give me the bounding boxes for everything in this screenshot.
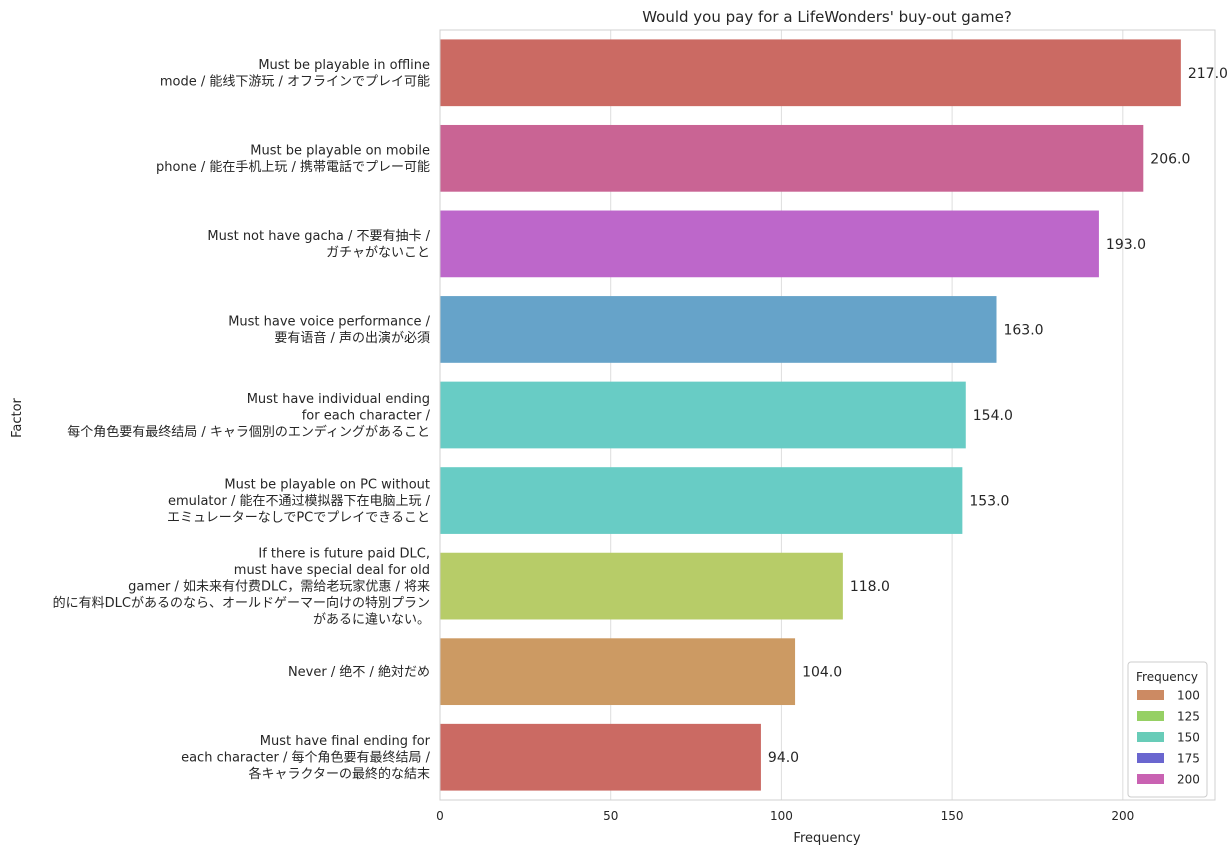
- legend-swatch: [1137, 774, 1164, 784]
- bar: [440, 210, 1099, 278]
- data-label: 154.0: [973, 408, 1013, 424]
- x-tick-label: 50: [603, 809, 618, 823]
- y-tick-label: Must have individual ending for each char…: [67, 392, 430, 440]
- y-tick-label: Must be playable on mobile phone / 能在手机上玩…: [156, 144, 430, 176]
- bar: [440, 381, 966, 449]
- legend-label: 100: [1177, 689, 1200, 703]
- y-tick-label: If there is future paid DLC, must have sp…: [53, 547, 430, 628]
- y-tick-label: Must have final ending for each character…: [181, 734, 431, 782]
- bar: [440, 638, 796, 706]
- legend-label: 175: [1177, 752, 1200, 766]
- bar: [440, 723, 761, 791]
- data-label: 193.0: [1106, 237, 1146, 253]
- data-label: 104.0: [802, 665, 842, 681]
- y-axis-title: Factor: [10, 397, 25, 437]
- labels: 217.0 Must be playable in offline mode / 能…: [53, 58, 1228, 782]
- data-label: 206.0: [1150, 151, 1190, 167]
- y-tick-label: Never / 绝不 / 絶対だめ: [288, 664, 430, 680]
- chart-title: Would you pay for a LifeWonders' buy-out…: [642, 8, 1012, 26]
- bar: [440, 467, 963, 534]
- legend-label: 200: [1177, 773, 1200, 787]
- x-tick-label: 0: [436, 809, 444, 823]
- legend: Frequency 100 125 150 175 200: [1127, 661, 1208, 798]
- x-tick-label: 100: [770, 809, 793, 823]
- y-tick-label: Must be playable in offline mode / 能线下游玩 …: [160, 58, 430, 90]
- bar: [440, 39, 1181, 107]
- y-tick-label: Must be playable on PC without emulator /…: [167, 478, 431, 526]
- bar: [440, 296, 997, 363]
- legend-title: Frequency: [1136, 670, 1198, 684]
- x-tick-label: 150: [941, 809, 964, 823]
- axes: 0 50 100 150 200: [436, 29, 1216, 823]
- data-label: 94.0: [768, 750, 799, 766]
- data-label: 153.0: [969, 494, 1009, 510]
- bar: [440, 552, 843, 620]
- legend-swatch: [1137, 690, 1164, 700]
- x-axis-title: Frequency: [793, 831, 860, 846]
- legend-label: 125: [1177, 710, 1200, 724]
- legend-label: 150: [1177, 731, 1200, 745]
- data-label: 163.0: [1003, 322, 1043, 338]
- data-label: 118.0: [850, 579, 890, 595]
- x-tick-label: 200: [1111, 809, 1134, 823]
- data-label: 217.0: [1188, 66, 1228, 82]
- y-tick-label: Must not have gacha / 不要有抽卡 /ガチャがないこと: [207, 229, 430, 261]
- y-tick-label: Must have voice performance /要有语音 / 声の出演…: [228, 315, 430, 347]
- plot-frame: [439, 29, 1216, 801]
- legend-swatch: [1137, 732, 1164, 742]
- legend-swatch: [1137, 753, 1164, 763]
- bar: [440, 124, 1144, 192]
- legend-swatch: [1137, 711, 1164, 721]
- bars: [440, 39, 1181, 791]
